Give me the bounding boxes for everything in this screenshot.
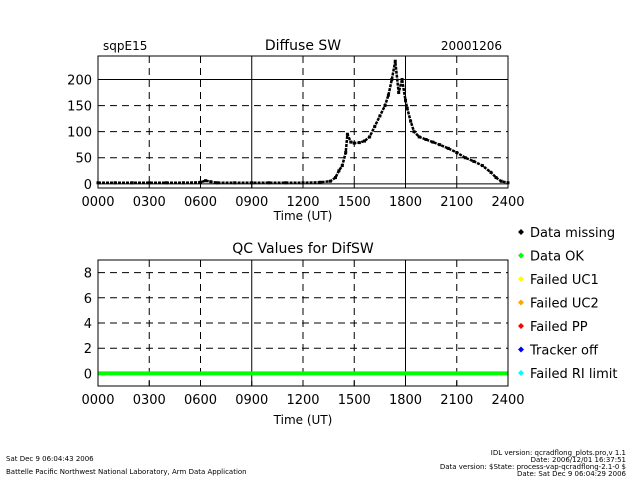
legend-label: Data OK xyxy=(530,250,584,265)
x-tick-label: 2400 xyxy=(491,393,524,408)
x-tick-label: 1500 xyxy=(338,393,371,408)
data-point xyxy=(390,77,394,81)
x-tick-label: 0900 xyxy=(235,195,268,210)
data-trace xyxy=(98,60,509,185)
top-x-ticks: 0000 0300 0600 0900 1200 1500 1800 2100 2400 xyxy=(81,183,525,210)
date-label: 20001206 xyxy=(441,39,502,53)
data-point xyxy=(400,77,404,81)
x-tick-label: 0000 xyxy=(81,195,114,210)
data-date: Date: Sat Dec 9 06:04:29 2006 xyxy=(517,470,626,478)
run-date: Sat Dec 9 06:04:43 2006 xyxy=(6,455,94,463)
legend-marker xyxy=(518,299,524,306)
y-tick-label: 6 xyxy=(84,292,92,307)
data-version: Data version: $State: process-vap-qcradf… xyxy=(440,463,626,471)
legend-item: Failed RI limit xyxy=(518,367,617,382)
y-tick-label: 50 xyxy=(75,152,92,167)
data-point xyxy=(446,146,450,150)
data-point xyxy=(204,179,208,183)
legend-marker xyxy=(518,276,524,282)
legend-marker xyxy=(518,370,524,376)
y-tick-label: 0 xyxy=(84,178,92,193)
x-tick-label: 0000 xyxy=(81,393,114,408)
x-tick-label: 1800 xyxy=(389,393,422,408)
bottom-y-ticks: 0 2 4 6 8 xyxy=(84,267,92,383)
y-tick-label: 4 xyxy=(84,317,92,332)
y-tick-label: 2 xyxy=(84,342,92,357)
y-tick-label: 150 xyxy=(67,100,92,115)
legend-label: Failed UC1 xyxy=(530,273,599,288)
y-tick-label: 8 xyxy=(84,267,92,282)
legend-item: Data missing xyxy=(518,226,615,241)
code-date: Date: 2006/12/01 16:37:51 xyxy=(531,456,626,464)
data-point xyxy=(424,137,428,141)
legend-marker xyxy=(518,252,524,259)
legend-item: Failed PP xyxy=(518,320,588,335)
station-label: sqpE15 xyxy=(103,39,147,53)
y-tick-label: 100 xyxy=(67,126,92,141)
data-point xyxy=(267,181,271,185)
bottom-chart-title: QC Values for DifSW xyxy=(232,241,374,257)
x-tick-label: 1200 xyxy=(286,393,319,408)
data-point xyxy=(147,181,151,185)
x-tick-label: 2100 xyxy=(440,393,473,408)
x-tick-label: 0300 xyxy=(133,393,166,408)
legend-item: Failed UC2 xyxy=(518,297,599,312)
legend-label: Failed RI limit xyxy=(530,367,617,382)
legend-item: Data OK xyxy=(518,250,584,265)
x-tick-label: 0900 xyxy=(235,393,268,408)
x-tick-label: 0600 xyxy=(184,195,217,210)
data-point xyxy=(386,93,390,97)
legend-marker xyxy=(518,346,524,353)
data-point xyxy=(363,139,366,143)
y-tick-label: 0 xyxy=(84,367,92,382)
legend-item: Tracker off xyxy=(518,344,599,359)
lab-credit: Battelle Pacific Northwest National Labo… xyxy=(6,468,247,476)
x-tick-label: 1200 xyxy=(286,195,319,210)
legend-label: Failed UC2 xyxy=(530,297,599,312)
footer: Sat Dec 9 06:04:43 2006 Battelle Pacific… xyxy=(6,449,627,478)
x-tick-label: 0600 xyxy=(184,393,217,408)
legend-marker xyxy=(518,229,524,235)
idl-version: IDL version: qcradflong_plots.pro,v 1.1 xyxy=(491,449,626,457)
x-tick-label: 2100 xyxy=(440,195,473,210)
bottom-x-ticks: 0000 0300 0600 0900 1200 1500 1800 2100 2400 xyxy=(81,381,525,408)
data-point xyxy=(333,176,337,180)
top-chart-title: Diffuse SW xyxy=(265,38,341,54)
x-tick-label: 2400 xyxy=(491,195,524,210)
top-data-points xyxy=(96,59,510,185)
qc-panel: 0 2 4 6 8 0000 0300 0600 0900 1200 1500 1800 2100 24… xyxy=(81,241,524,427)
legend-label: Failed PP xyxy=(530,320,588,335)
x-tick-label: 1800 xyxy=(389,195,422,210)
qc-legend: Data missing Data OK Failed UC1 Failed UC2 F… xyxy=(518,226,617,382)
legend-label: Data missing xyxy=(530,226,615,241)
diffuse-sw-panel: 0 50 100 150 200 0000 0300 0600 0900 1200 1500 180… xyxy=(67,38,524,223)
top-x-axis-label: Time (UT) xyxy=(273,209,333,223)
bottom-grid xyxy=(98,260,508,386)
legend-label: Tracker off xyxy=(529,344,599,359)
legend-item: Failed UC1 xyxy=(518,273,599,288)
top-grid xyxy=(98,56,508,188)
x-tick-label: 1500 xyxy=(338,195,371,210)
x-tick-label: 0300 xyxy=(133,195,166,210)
bottom-x-axis-label: Time (UT) xyxy=(273,413,333,427)
top-y-ticks: 0 50 100 150 200 xyxy=(67,73,92,192)
y-tick-label: 200 xyxy=(67,73,92,88)
data-point xyxy=(463,156,467,160)
legend-marker xyxy=(518,323,524,329)
